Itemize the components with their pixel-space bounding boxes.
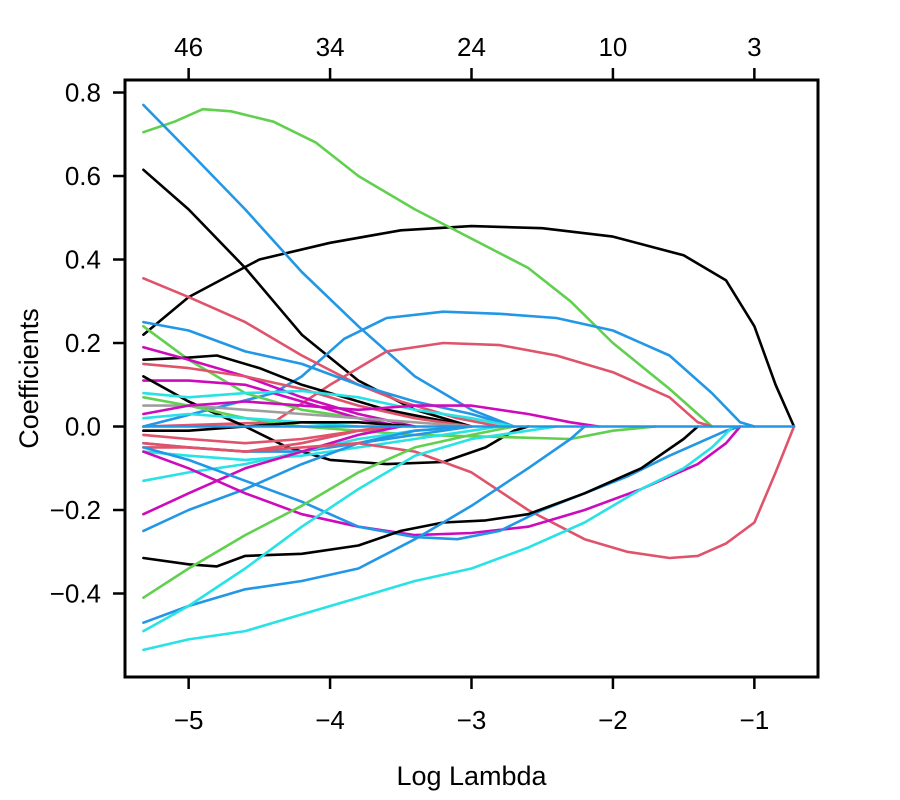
y-tick-label: −0.2 <box>50 495 101 525</box>
top-tick-label: 3 <box>747 32 761 62</box>
coef-path-30 <box>142 425 742 541</box>
coef-path-32 <box>142 425 516 599</box>
coef-path-10 <box>142 354 473 428</box>
coef-path-19 <box>142 412 360 428</box>
coef-path-26 <box>142 425 403 516</box>
coef-path-31 <box>142 425 700 568</box>
coef-path-18 <box>142 400 601 428</box>
y-tick-label: 0.8 <box>65 78 101 108</box>
x-tick-label: −5 <box>174 705 204 735</box>
x-tick-label: −3 <box>457 705 487 735</box>
coef-path-8 <box>142 320 516 428</box>
coef-path-11 <box>142 345 417 428</box>
top-tick-label: 10 <box>598 32 627 62</box>
y-axis-title: Coefficients <box>14 308 44 449</box>
y-tick-label: 0.6 <box>65 161 101 191</box>
coef-path-3 <box>142 103 516 428</box>
coef-path-33 <box>142 425 586 624</box>
coef-path-27 <box>142 425 473 533</box>
x-axis-top: 46 34 24 10 3 <box>174 32 762 80</box>
x-tick-label: −1 <box>740 705 770 735</box>
coef-path-5 <box>142 310 756 428</box>
x-axis-title: Log Lambda <box>396 761 547 791</box>
y-tick-label: 0.0 <box>65 412 101 442</box>
x-axis-bottom: −5 −4 −3 −2 −1 <box>174 677 769 735</box>
coef-path-29 <box>142 425 742 537</box>
coef-path-1 <box>142 224 796 428</box>
y-tick-label: 0.4 <box>65 245 101 275</box>
plot-frame <box>123 78 820 679</box>
coef-path-2 <box>142 107 714 428</box>
top-tick-label: 34 <box>316 32 345 62</box>
coef-path-12 <box>142 362 473 428</box>
top-tick-label: 46 <box>174 32 203 62</box>
top-tick-label: 24 <box>457 32 486 62</box>
series-lines <box>142 103 796 652</box>
y-tick-label: −0.4 <box>50 579 101 609</box>
coef-path-24 <box>142 425 502 462</box>
y-axis-left: 0.8 0.6 0.4 0.2 0.0 −0.2 −0.4 <box>50 78 125 609</box>
coef-path-15 <box>142 389 516 428</box>
x-tick-label: −2 <box>598 705 628 735</box>
coef-path-7 <box>142 341 714 428</box>
y-tick-label: 0.2 <box>65 328 101 358</box>
coef-path-28 <box>142 425 796 560</box>
coef-path-22 <box>142 421 417 432</box>
coef-path-17 <box>142 396 657 441</box>
coef-path-34 <box>142 425 558 633</box>
coef-path-14 <box>142 375 530 466</box>
x-tick-label: −4 <box>315 705 345 735</box>
coef-path-35 <box>142 425 735 652</box>
